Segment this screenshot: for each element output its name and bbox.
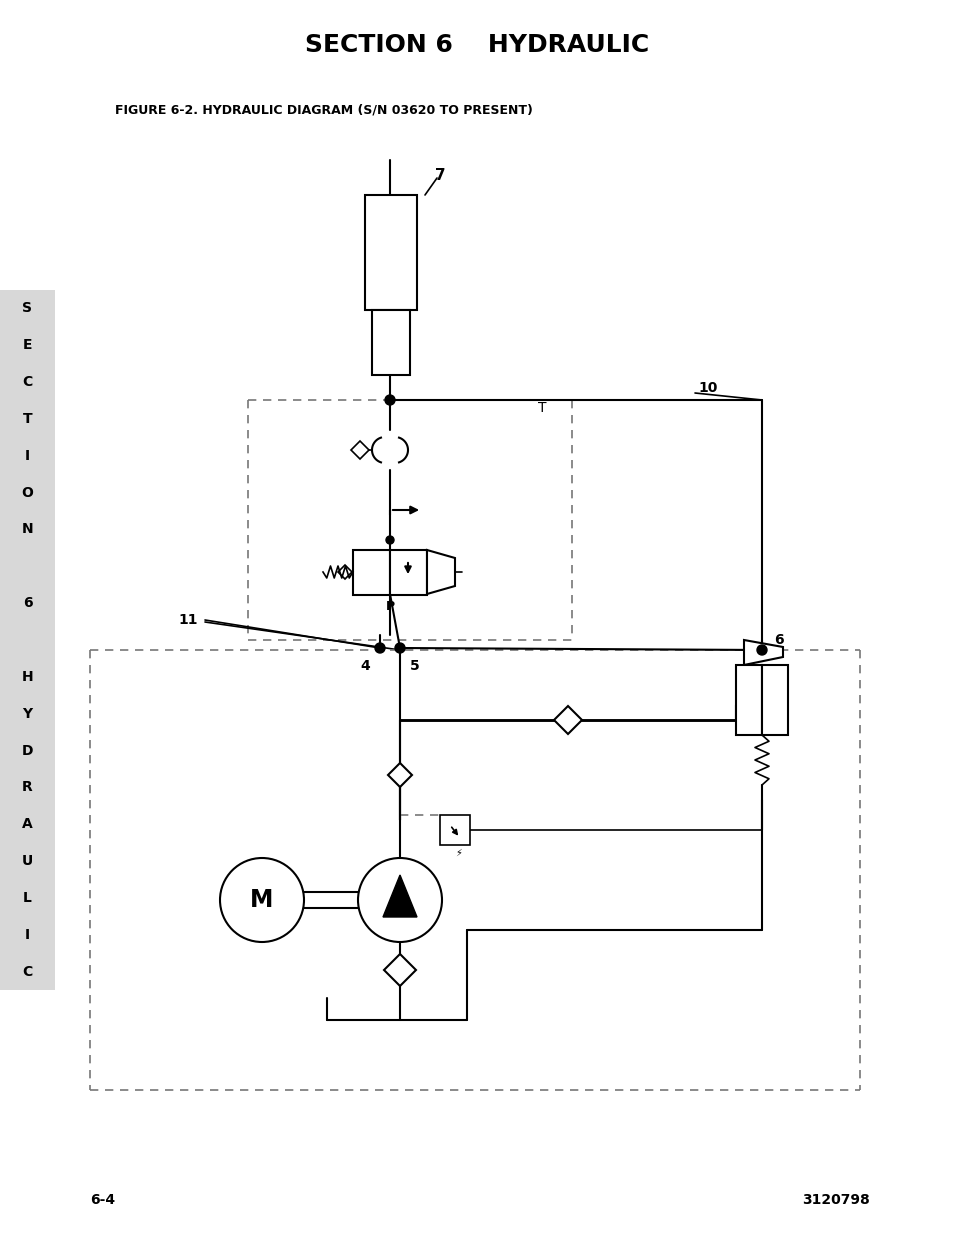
Circle shape <box>385 395 395 405</box>
Text: FIGURE 6-2. HYDRAULIC DIAGRAM (S/N 03620 TO PRESENT): FIGURE 6-2. HYDRAULIC DIAGRAM (S/N 03620… <box>115 104 533 116</box>
Text: 6-4: 6-4 <box>90 1193 115 1207</box>
Text: 10: 10 <box>698 382 717 395</box>
Text: Y: Y <box>23 706 32 721</box>
Circle shape <box>357 858 441 942</box>
Text: H: H <box>22 669 33 684</box>
Text: S: S <box>23 301 32 315</box>
Bar <box>761 664 787 735</box>
Bar <box>353 550 390 595</box>
Bar <box>372 310 410 375</box>
Text: I: I <box>25 927 30 942</box>
Text: ⚡: ⚡ <box>456 848 462 858</box>
Text: E: E <box>23 338 32 352</box>
Polygon shape <box>743 640 782 664</box>
Polygon shape <box>382 876 416 918</box>
Text: P: P <box>385 599 395 613</box>
Text: I: I <box>25 448 30 463</box>
Text: T: T <box>23 412 32 426</box>
Text: C: C <box>22 965 32 978</box>
Bar <box>0 290 55 990</box>
Circle shape <box>375 643 385 653</box>
Text: N: N <box>22 522 33 536</box>
Text: D: D <box>22 743 33 757</box>
Text: 6: 6 <box>773 634 782 647</box>
Text: U: U <box>22 855 33 868</box>
Text: 5: 5 <box>410 659 419 673</box>
Circle shape <box>386 536 394 543</box>
Bar <box>735 664 761 735</box>
Polygon shape <box>554 706 581 734</box>
Bar <box>390 550 427 595</box>
Text: 3120798: 3120798 <box>801 1193 869 1207</box>
Text: 7: 7 <box>435 168 445 183</box>
Text: C: C <box>22 375 32 389</box>
Circle shape <box>395 643 405 653</box>
Text: O: O <box>22 485 33 500</box>
Circle shape <box>757 645 766 655</box>
Text: L: L <box>23 890 31 905</box>
Text: 6: 6 <box>23 597 32 610</box>
Circle shape <box>220 858 304 942</box>
Text: R: R <box>22 781 32 794</box>
Text: 11: 11 <box>178 613 197 627</box>
Polygon shape <box>384 953 416 986</box>
Bar <box>365 195 416 310</box>
Text: A: A <box>22 818 32 831</box>
Text: M: M <box>250 888 274 911</box>
Bar <box>439 815 470 845</box>
Polygon shape <box>427 550 455 594</box>
Text: SECTION 6    HYDRAULIC: SECTION 6 HYDRAULIC <box>305 33 648 57</box>
Text: 4: 4 <box>359 659 370 673</box>
Polygon shape <box>337 564 352 579</box>
Polygon shape <box>351 441 369 459</box>
Text: T: T <box>537 401 546 415</box>
Polygon shape <box>388 763 412 787</box>
